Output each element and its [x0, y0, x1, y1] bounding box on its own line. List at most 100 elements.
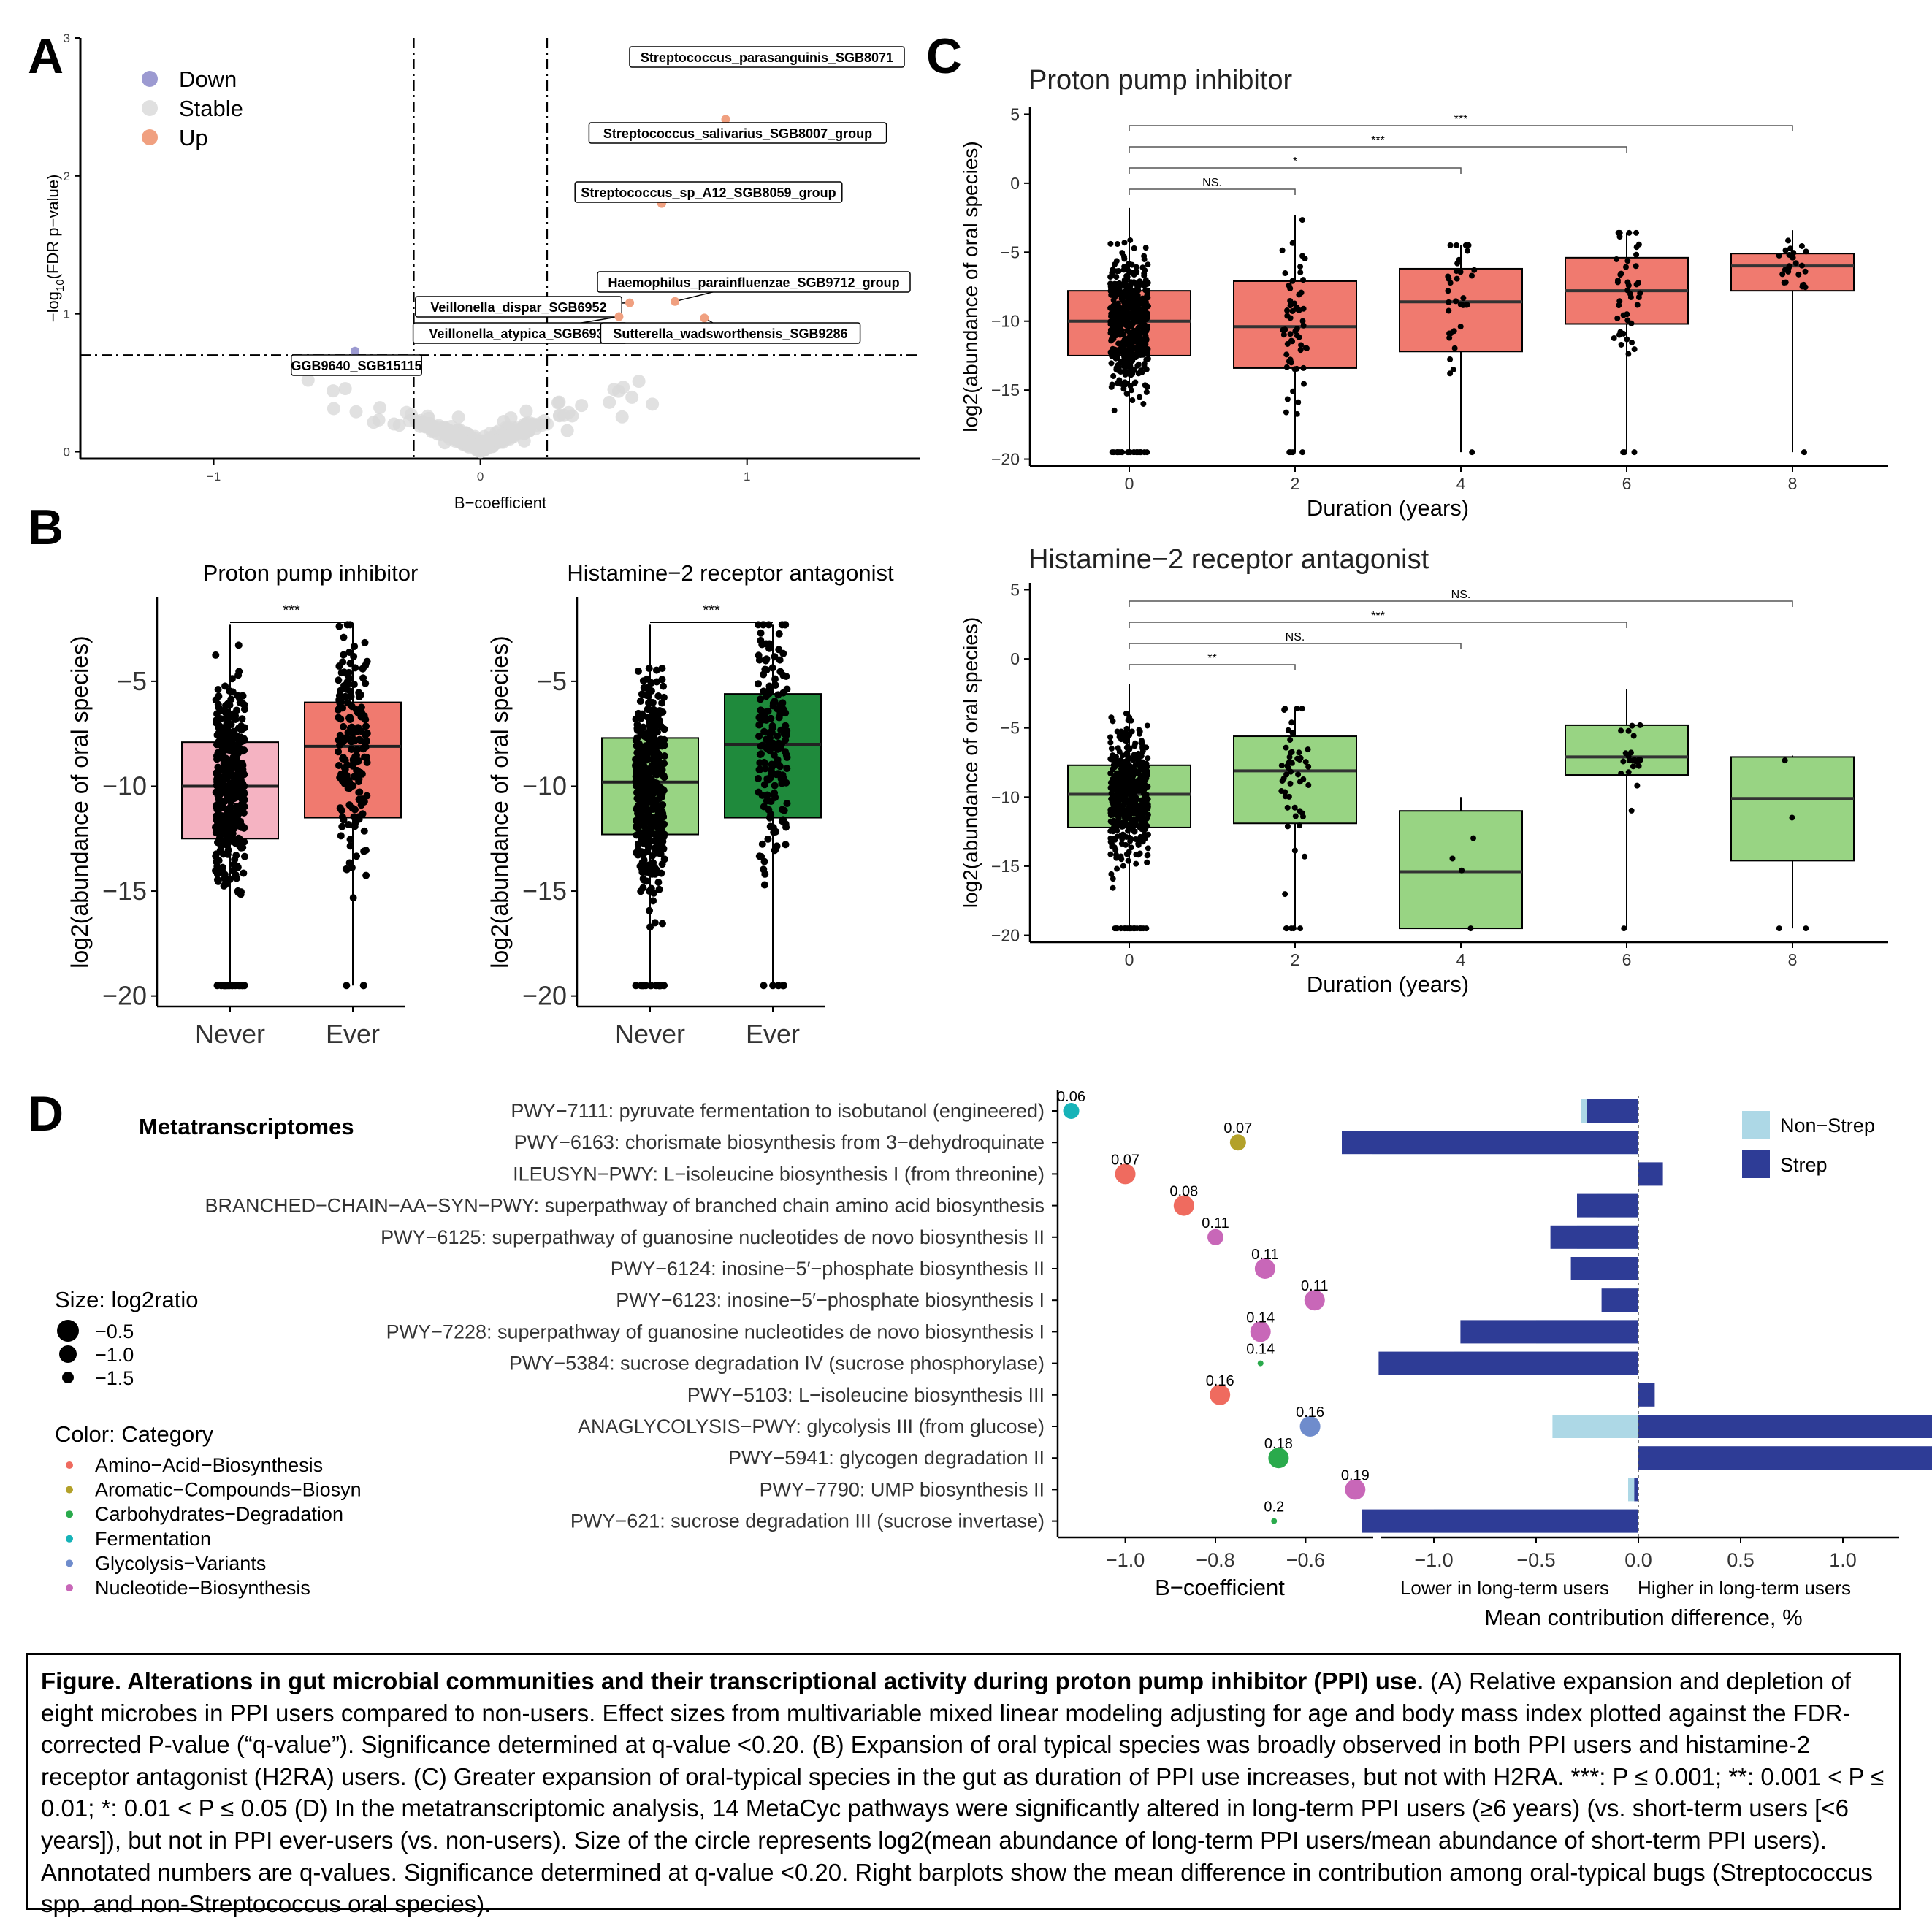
data-point: [779, 806, 787, 814]
data-point: [1110, 449, 1117, 456]
pathway-label: PWY−6163: chorismate biosynthesis from 3…: [514, 1131, 1045, 1153]
data-point: [657, 850, 665, 858]
category-swatch: [66, 1535, 73, 1543]
data-point: [233, 758, 241, 766]
data-point: [362, 716, 370, 724]
data-point: [236, 699, 244, 707]
data-point: [1628, 807, 1635, 814]
nonstrep-bar: [1552, 1415, 1638, 1438]
panel-b-h2ra-plot: Histamine−2 receptor antagonist −5 −10 −15 −…: [486, 560, 894, 1049]
pathway-label: PWY−621: sucrose degradation III (sucros…: [570, 1510, 1045, 1532]
y-tick-label: −5: [1001, 719, 1020, 738]
data-point: [645, 706, 653, 714]
panel-c-letter: C: [926, 28, 962, 84]
data-point: [1109, 798, 1115, 805]
data-point: [233, 692, 241, 700]
y-label: log2(abundance of oral species): [66, 635, 93, 968]
labeled-point: [700, 313, 709, 323]
panel-a-y-tick-label: 3: [64, 31, 70, 45]
data-point: [771, 681, 779, 689]
dot-plot-ticks: −1.0 −0.8 −0.6: [1106, 1537, 1325, 1571]
data-point: [1454, 275, 1460, 282]
stable-point: [501, 429, 515, 443]
data-point: [648, 786, 656, 794]
y-label: log2(abundance of oral species): [486, 635, 513, 968]
data-point: [1129, 728, 1135, 735]
data-point: [1786, 263, 1792, 270]
data-point: [646, 730, 654, 738]
panel-b-ppi-plot: Proton pump inhibitor −5 −10 −15 −20 log2(abu…: [66, 560, 418, 1049]
sig-bracket: [1129, 125, 1793, 131]
data-point: [633, 735, 641, 743]
data-point: [1465, 248, 1471, 254]
data-point: [1129, 261, 1135, 268]
data-point: [638, 747, 646, 755]
point-label: Sutterella_wadsworthensis_SGB9286: [613, 326, 847, 341]
data-point: [230, 711, 238, 719]
data-point: [1127, 237, 1134, 243]
data-point: [1283, 744, 1289, 751]
point-label: Veillonella_dispar_SGB6952: [430, 300, 606, 315]
sig-bracket: [1129, 167, 1462, 174]
data-point: [237, 836, 245, 844]
data-point: [1137, 346, 1144, 353]
panel-a-y-tick-label: 0: [64, 446, 70, 459]
data-point: [218, 812, 226, 820]
strep-bar: [1570, 1257, 1638, 1280]
pathway-dot: [1271, 1518, 1278, 1524]
data-point: [1110, 272, 1116, 279]
data-point: [1621, 449, 1627, 456]
data-point: [1129, 324, 1135, 330]
data-point: [1288, 719, 1295, 726]
data-point: [639, 884, 647, 892]
q-value-label: 0.08: [1169, 1184, 1198, 1200]
bar-legend-swatch: [1742, 1111, 1770, 1139]
bar-x-tick-label: −1.0: [1414, 1549, 1453, 1571]
data-point: [1624, 279, 1631, 286]
data-point: [345, 714, 354, 722]
data-point: [657, 982, 665, 990]
pathway-label: PWY−6124: inosine−5′−phosphate biosynthe…: [611, 1258, 1045, 1280]
data-point: [1136, 762, 1142, 768]
data-point: [1109, 348, 1115, 355]
data-point: [756, 695, 764, 703]
plot-title: Proton pump inhibitor: [1028, 65, 1293, 96]
data-point: [660, 772, 668, 780]
data-point: [768, 760, 776, 768]
data-point: [1127, 353, 1134, 359]
pathway-dot: [1250, 1321, 1271, 1342]
y-tick-label: 5: [1010, 104, 1020, 123]
data-point: [652, 866, 660, 874]
data-point: [354, 767, 362, 775]
data-point: [1299, 217, 1305, 223]
data-point: [633, 741, 641, 749]
data-point: [1114, 865, 1120, 872]
data-point: [763, 797, 771, 805]
data-point: [1467, 925, 1474, 932]
data-point: [756, 759, 764, 767]
data-point: [1289, 240, 1296, 246]
data-point: [234, 887, 242, 895]
data-point: [763, 666, 771, 674]
data-point: [359, 674, 367, 682]
data-point: [1287, 302, 1294, 309]
data-point: [1447, 370, 1454, 377]
data-point: [1785, 237, 1792, 244]
pathway-dot: [1173, 1195, 1194, 1216]
data-point: [1297, 347, 1304, 354]
data-point: [654, 879, 663, 887]
data-point: [240, 724, 248, 732]
data-point: [1118, 810, 1125, 817]
data-point: [1110, 876, 1116, 882]
data-point: [335, 704, 343, 712]
data-point: [1300, 277, 1307, 283]
data-point: [1635, 294, 1642, 300]
data-point: [1294, 326, 1300, 332]
data-point: [633, 817, 641, 825]
sig-label: NS.: [1202, 177, 1222, 189]
data-point: [1285, 727, 1291, 733]
q-value-label: 0.14: [1246, 1342, 1275, 1358]
strep-bar: [1587, 1099, 1638, 1123]
data-point: [1127, 383, 1134, 389]
data-point: [234, 671, 243, 679]
